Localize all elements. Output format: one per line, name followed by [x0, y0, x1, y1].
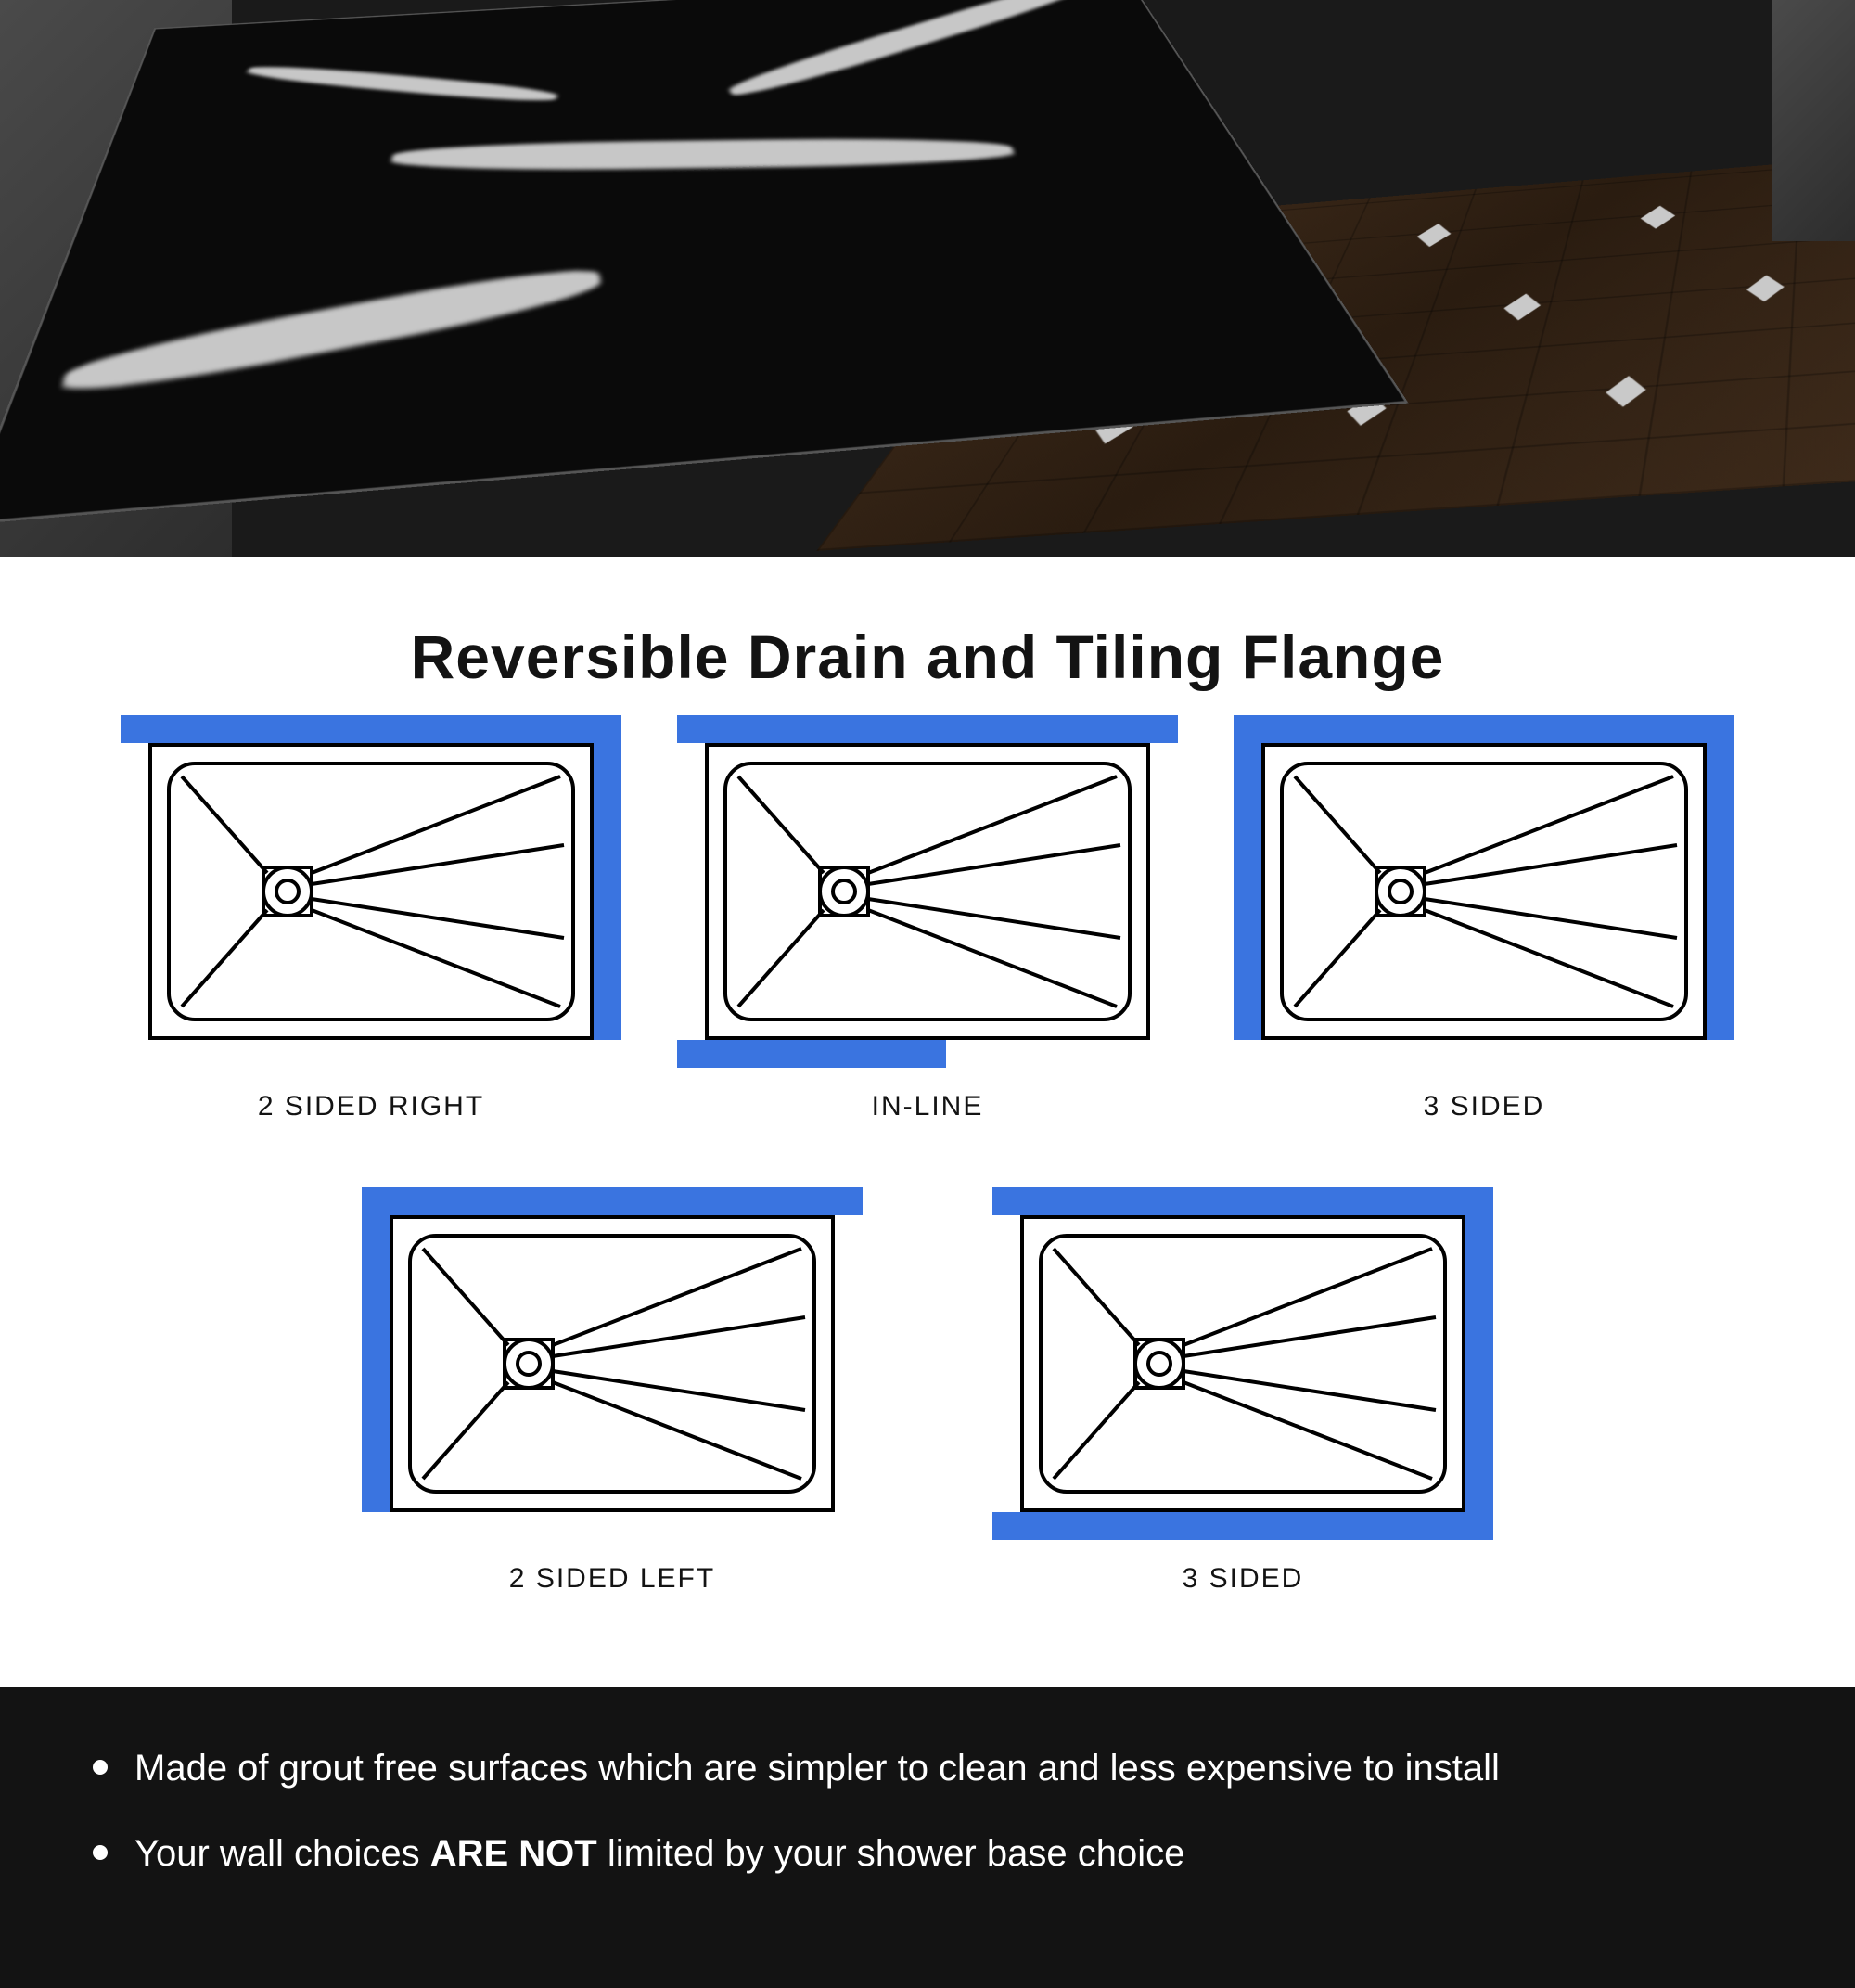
- config-label-3-sided-b: 3 SIDED: [1183, 1563, 1304, 1595]
- diagram-3-sided-a: [1261, 743, 1707, 1040]
- config-row-1: 2 SIDED RIGHT IN-LINE 3 SIDED: [102, 743, 1753, 1122]
- shower-base-diagram-svg: [390, 1215, 835, 1512]
- config-label-2-sided-left: 2 SIDED LEFT: [509, 1563, 715, 1595]
- config-label-3-sided-a: 3 SIDED: [1424, 1091, 1545, 1122]
- hero-wall-right: [1772, 0, 1855, 241]
- diagram-section: Reversible Drain and Tiling Flange 2 SID…: [0, 557, 1855, 1687]
- shower-base-diagram-svg: [148, 743, 594, 1040]
- config-card-2-sided-right: 2 SIDED RIGHT: [148, 743, 594, 1122]
- config-label-2-sided-right: 2 SIDED RIGHT: [258, 1091, 484, 1122]
- section-title: Reversible Drain and Tiling Flange: [102, 622, 1753, 692]
- hero-product-render: [0, 0, 1855, 557]
- diagram-3-sided-b: [1020, 1215, 1465, 1512]
- config-card-in-line: IN-LINE: [705, 743, 1150, 1122]
- feature-bullet: Made of grout free surfaces which are si…: [83, 1743, 1772, 1793]
- feature-footer: Made of grout free surfaces which are si…: [0, 1687, 1855, 1988]
- feature-bullet-list: Made of grout free surfaces which are si…: [83, 1743, 1772, 1879]
- config-card-2-sided-left: 2 SIDED LEFT: [390, 1215, 835, 1595]
- config-card-3-sided-b: 3 SIDED: [1020, 1215, 1465, 1595]
- shower-base-diagram-svg: [1020, 1215, 1465, 1512]
- shower-base-diagram-svg: [705, 743, 1150, 1040]
- diagram-in-line: [705, 743, 1150, 1040]
- config-card-3-sided-a: 3 SIDED: [1261, 743, 1707, 1122]
- feature-bullet: Your wall choices ARE NOT limited by you…: [83, 1828, 1772, 1879]
- shower-base-diagram-svg: [1261, 743, 1707, 1040]
- diagram-2-sided-left: [390, 1215, 835, 1512]
- config-label-in-line: IN-LINE: [872, 1091, 984, 1122]
- config-row-2: 2 SIDED LEFT 3 SIDED: [102, 1215, 1753, 1595]
- diagram-2-sided-right: [148, 743, 594, 1040]
